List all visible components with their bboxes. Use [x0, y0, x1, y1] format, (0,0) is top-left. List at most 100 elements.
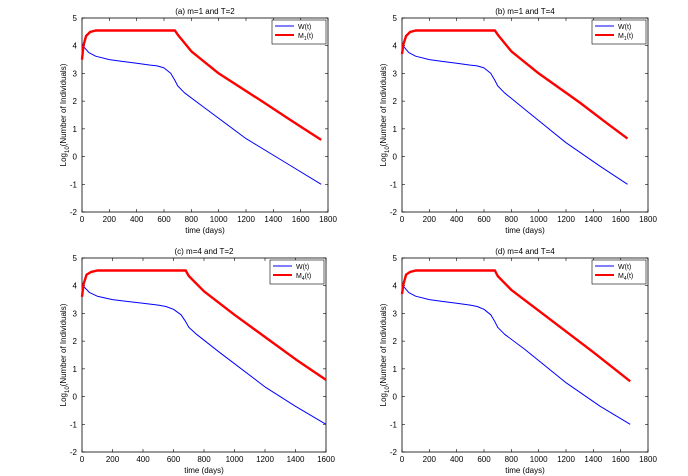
y-axis-label-main: Log: [379, 393, 388, 406]
x-tick-label: 1400: [287, 455, 305, 464]
x-tick-label: 1000: [226, 455, 244, 464]
y-tick-label: -2: [390, 448, 398, 457]
legend-label-main: M: [618, 273, 624, 280]
legend-label-suffix: (t): [307, 33, 314, 40]
chart-title: (c) m=4 and T=2: [175, 247, 235, 256]
legend: W(t) M4(t): [269, 259, 325, 285]
x-tick-label: 1000: [530, 455, 548, 464]
chart-title: (a) m=1 and T=2: [175, 7, 235, 16]
x-tick-label: 800: [505, 455, 519, 464]
x-tick-label: 800: [185, 215, 199, 224]
x-tick-label: 1200: [256, 455, 274, 464]
legend-label-main: W(t): [298, 24, 311, 31]
x-tick-label: 1800: [639, 455, 657, 464]
y-axis-label-main: Log: [59, 393, 68, 406]
x-tick-label: 0: [400, 455, 405, 464]
y-tick-label: 1: [393, 125, 398, 134]
x-axis-label: time (days): [505, 226, 545, 235]
chart-title: (d) m=4 and T=4: [495, 247, 555, 256]
y-tick-label: 5: [393, 254, 398, 263]
y-axis-label-main: Log: [59, 153, 68, 166]
plot-area-frame: [401, 17, 649, 213]
plot-area-frame: [81, 17, 329, 213]
chart-panel-3: 0 200 400 600 800 1000 1200 1400 1600 1800 -2 -1 0 1 2…: [379, 247, 657, 475]
y-tick-label: 3: [73, 69, 78, 78]
x-tick-label: 200: [103, 215, 117, 224]
legend: W(t) M1(t): [271, 19, 327, 45]
legend: W(t) M1(t): [591, 19, 647, 45]
legend-label: W(t): [618, 24, 631, 31]
x-tick-label: 1200: [557, 215, 575, 224]
legend-box: [591, 19, 647, 45]
y-axis-label-rest: (Number of Individuals): [379, 303, 388, 386]
plot-area-frame: [401, 257, 649, 453]
y-axis-label: Log10(Number of Individuals): [379, 303, 391, 406]
x-tick-label: 1400: [584, 215, 602, 224]
y-tick-label: -2: [390, 208, 398, 217]
legend-box: [591, 259, 647, 285]
y-tick-label: -1: [390, 180, 398, 189]
y-tick-label: 5: [73, 14, 78, 23]
y-tick-label: 2: [393, 337, 398, 346]
chart-panel-0: 0 200 400 600 800 1000 1200 1400 1600 1800 -2 -1 0 1 2…: [59, 7, 337, 235]
x-tick-label: 600: [167, 455, 181, 464]
y-axis-label-subscript: 10: [65, 146, 71, 153]
series-line-m: [80, 269, 327, 381]
x-tick-label: 600: [157, 215, 171, 224]
plot-area-frame: [81, 257, 327, 453]
legend-label: M1(t): [298, 33, 313, 42]
x-tick-label: 1800: [319, 215, 337, 224]
legend-label-subscript: 1: [624, 36, 627, 42]
y-axis-label-rest: (Number of Individuals): [59, 63, 68, 146]
legend: W(t) M4(t): [591, 259, 647, 285]
legend-label: W(t): [296, 264, 309, 271]
series-line-w: [401, 283, 631, 425]
legend-label-main: M: [618, 33, 624, 40]
legend-label: W(t): [298, 24, 311, 31]
y-tick-label: -1: [390, 420, 398, 429]
x-tick-label: 0: [80, 215, 85, 224]
series-line-m: [400, 269, 631, 383]
x-tick-label: 200: [106, 455, 120, 464]
legend-label-suffix: (t): [305, 273, 312, 280]
x-tick-label: 800: [197, 455, 211, 464]
legend-label-main: W(t): [618, 24, 631, 31]
y-axis-label: Log10(Number of Individuals): [59, 303, 71, 406]
legend-box: [269, 259, 325, 285]
legend-label-subscript: 1: [304, 36, 307, 42]
y-axis-label-subscript: 10: [65, 386, 71, 393]
x-tick-label: 1600: [317, 455, 335, 464]
x-tick-label: 1000: [210, 215, 228, 224]
y-tick-label: 4: [393, 42, 398, 51]
y-tick-label: 3: [393, 309, 398, 318]
y-tick-label: 3: [393, 69, 398, 78]
legend-label-main: M: [296, 273, 302, 280]
legend-label-subscript: 4: [624, 276, 627, 282]
x-tick-label: 1600: [292, 215, 310, 224]
y-tick-label: -1: [70, 180, 78, 189]
x-tick-label: 1400: [264, 215, 282, 224]
y-tick-label: 0: [73, 153, 78, 162]
y-axis-label-main: Log: [379, 153, 388, 166]
legend-label: M4(t): [618, 273, 633, 282]
y-tick-label: 2: [393, 97, 398, 106]
x-tick-label: 400: [450, 215, 464, 224]
legend-label: M4(t): [296, 273, 311, 282]
legend-label-main: W(t): [618, 264, 631, 271]
y-tick-label: 2: [73, 337, 78, 346]
y-tick-label: 4: [73, 42, 78, 51]
y-tick-label: 5: [73, 254, 78, 263]
legend-box: [271, 19, 327, 45]
y-tick-label: 4: [393, 282, 398, 291]
legend-label-suffix: (t): [627, 33, 634, 40]
x-axis-label: time (days): [185, 226, 225, 235]
series-line-w: [81, 283, 327, 425]
legend-label-subscript: 4: [302, 276, 305, 282]
x-tick-label: 0: [80, 455, 85, 464]
series-line-w: [401, 43, 628, 185]
x-tick-label: 600: [477, 455, 491, 464]
x-tick-label: 1600: [612, 215, 630, 224]
x-tick-label: 1800: [639, 215, 657, 224]
x-axis-label: time (days): [184, 466, 224, 475]
x-axis-label: time (days): [505, 466, 545, 475]
